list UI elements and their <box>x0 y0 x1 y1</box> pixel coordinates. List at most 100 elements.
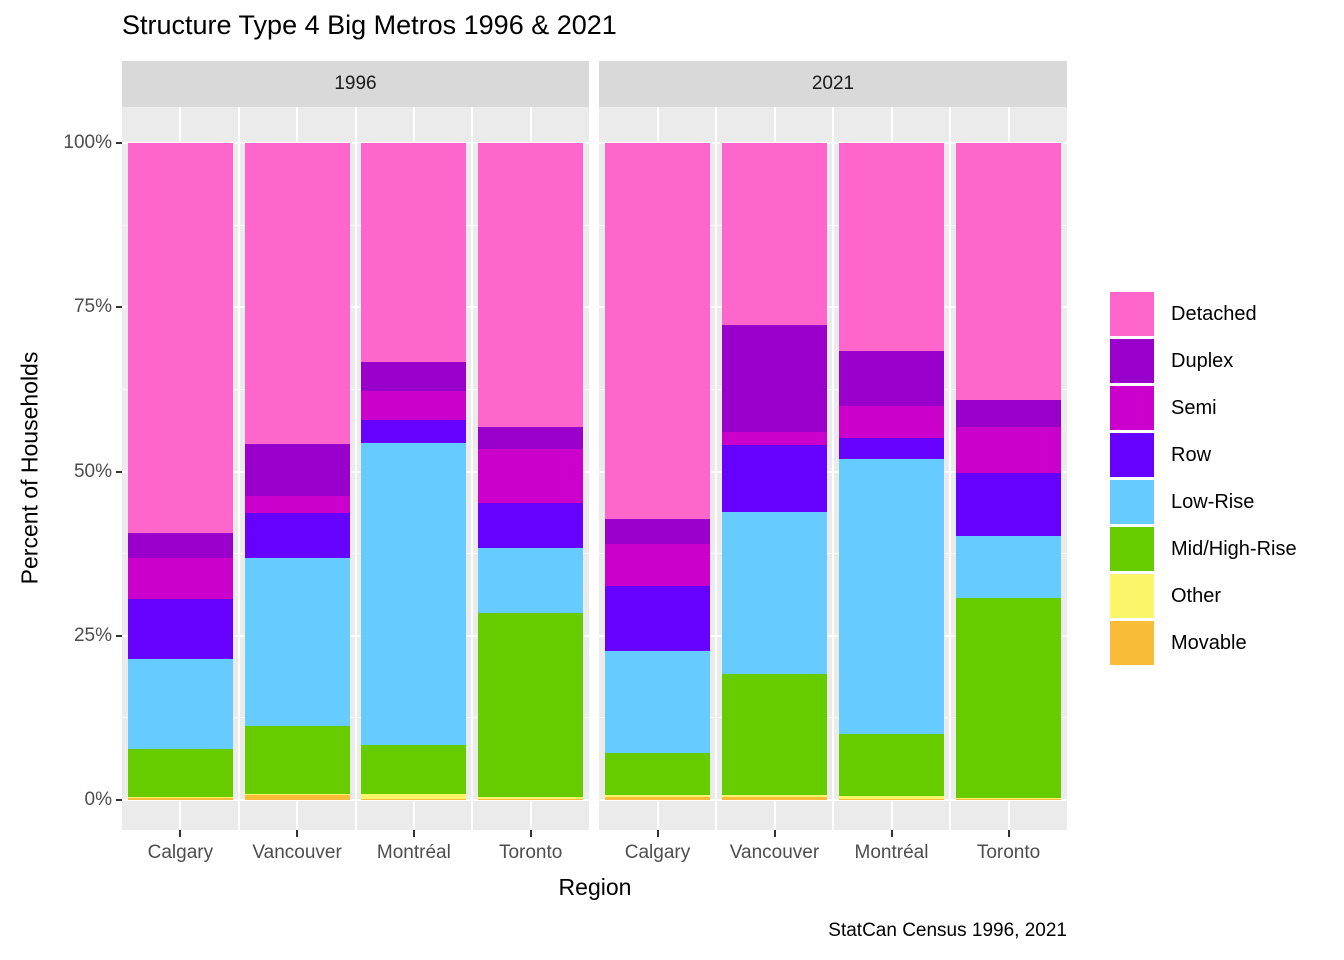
bar-segment-Row <box>839 437 944 459</box>
x-tick-mark <box>656 830 659 837</box>
minor-gridline-v <box>471 107 474 830</box>
x-tick-mark <box>179 830 182 837</box>
bar-2021-Montréal <box>839 143 944 800</box>
legend-label: Movable <box>1171 631 1247 654</box>
x-tick-label-Calgary: Calgary <box>147 842 214 863</box>
bar-segment-Detached <box>244 143 350 444</box>
bar-segment-Mid/High-Rise <box>956 598 1061 798</box>
bar-segment-Low-Rise <box>839 458 944 735</box>
x-tick-mark <box>773 830 776 837</box>
bar-segment-Low-Rise <box>127 659 233 750</box>
x-tick-label-Toronto: Toronto <box>498 842 563 863</box>
y-tick-mark <box>116 470 122 473</box>
legend-item-Mid/High-Rise: Mid/High-Rise <box>1110 527 1297 571</box>
bar-segment-Other <box>605 795 710 797</box>
legend-item-Other: Other <box>1110 574 1297 618</box>
bar-1996-Montréal <box>361 143 467 800</box>
bar-segment-Low-Rise <box>605 651 710 753</box>
legend-label: Detached <box>1171 302 1257 325</box>
legend-item-Semi: Semi <box>1110 386 1297 430</box>
bar-segment-Duplex <box>478 427 584 450</box>
bar-segment-Detached <box>605 143 710 520</box>
minor-gridline-v <box>715 107 717 830</box>
bar-segment-Semi <box>361 390 467 421</box>
facet-strip-1996: 1996 <box>122 61 589 107</box>
bar-segment-Mid/High-Rise <box>127 749 233 797</box>
bar-segment-Movable <box>361 798 467 800</box>
x-tick-label-Montréal: Montréal <box>854 842 929 863</box>
legend-label: Mid/High-Rise <box>1171 537 1297 560</box>
legend-key-swatch <box>1110 527 1154 571</box>
bar-segment-Row <box>361 420 467 444</box>
x-tick-label-Vancouver: Vancouver <box>252 842 342 863</box>
bar-segment-Movable <box>244 795 350 800</box>
x-tick-mark <box>412 830 415 837</box>
bar-segment-Movable <box>478 799 584 800</box>
y-tick-mark <box>116 634 122 637</box>
bar-segment-Low-Rise <box>478 548 584 614</box>
y-tick-label-75%: 75% <box>73 296 112 318</box>
bar-segment-Mid/High-Rise <box>605 752 710 796</box>
bar-segment-Low-Rise <box>956 535 1061 599</box>
minor-gridline-v <box>354 107 357 830</box>
bar-segment-Duplex <box>361 362 467 391</box>
legend-key-swatch <box>1110 433 1154 477</box>
legend-label: Row <box>1171 443 1212 466</box>
minor-gridline-v <box>832 107 834 830</box>
bar-segment-Duplex <box>956 399 1061 427</box>
y-tick-label-50%: 50% <box>73 460 112 482</box>
bar-segment-Semi <box>605 543 710 586</box>
x-tick-mark <box>529 830 532 837</box>
x-tick-label-Toronto: Toronto <box>976 842 1041 863</box>
legend-key-swatch <box>1110 574 1154 618</box>
bar-segment-Semi <box>127 558 233 599</box>
bar-segment-Detached <box>839 143 944 352</box>
bar-2021-Calgary <box>605 143 710 800</box>
legend-key-swatch <box>1110 339 1154 383</box>
bar-segment-Detached <box>127 143 233 534</box>
bar-segment-Movable <box>605 796 710 800</box>
y-tick-mark <box>116 142 122 144</box>
bar-segment-Row <box>478 503 584 549</box>
legend-item-Duplex: Duplex <box>1110 339 1297 383</box>
bar-segment-Semi <box>956 426 1061 474</box>
minor-gridline-v <box>949 107 951 830</box>
y-tick-mark <box>116 799 122 801</box>
bar-segment-Other <box>956 797 1061 800</box>
bar-segment-Mid/High-Rise <box>839 734 944 797</box>
legend-item-Row: Row <box>1110 433 1297 477</box>
legend-item-Movable: Movable <box>1110 621 1297 665</box>
bar-segment-Row <box>127 598 233 660</box>
bar-segment-Movable <box>127 797 233 800</box>
legend-item-Detached: Detached <box>1110 292 1297 336</box>
bar-segment-Detached <box>722 143 827 325</box>
bar-segment-Duplex <box>605 519 710 544</box>
bar-segment-Row <box>605 585 710 652</box>
legend-key-swatch <box>1110 480 1154 524</box>
bar-segment-Other <box>361 794 467 799</box>
bar-segment-Mid/High-Rise <box>361 745 467 795</box>
bar-segment-Detached <box>478 143 584 428</box>
bar-segment-Semi <box>839 405 944 438</box>
bar-segment-Duplex <box>127 533 233 559</box>
bar-segment-Movable <box>956 799 1061 800</box>
x-axis-title: Region <box>558 874 632 900</box>
bar-segment-Other <box>478 797 584 800</box>
y-tick-label-0%: 0% <box>84 789 112 810</box>
bar-segment-Row <box>956 473 1061 536</box>
bar-2021-Toronto <box>956 143 1061 800</box>
bar-segment-Duplex <box>722 324 827 433</box>
bar-segment-Detached <box>361 143 467 363</box>
y-tick-mark <box>116 306 122 309</box>
facet-label: 2021 <box>811 73 855 94</box>
bar-1996-Calgary <box>127 143 233 800</box>
bar-segment-Mid/High-Rise <box>244 726 350 795</box>
chart-title: Structure Type 4 Big Metros 1996 & 2021 <box>122 10 617 40</box>
legend-item-Low-Rise: Low-Rise <box>1110 480 1297 524</box>
bar-segment-Row <box>244 512 350 559</box>
x-tick-label-Vancouver: Vancouver <box>729 842 820 863</box>
y-tick-label-25%: 25% <box>73 624 112 646</box>
bar-1996-Toronto <box>478 143 584 800</box>
bar-segment-Other <box>127 796 233 798</box>
facet-strip-2021: 2021 <box>599 61 1067 107</box>
